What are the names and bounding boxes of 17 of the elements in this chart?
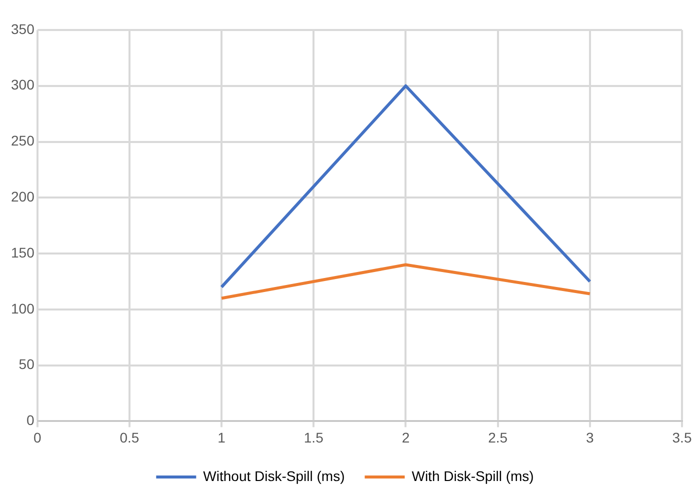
x-tick-label: 2.5 [488,429,508,446]
x-tick-label: 3 [586,429,594,446]
x-tick-label: 2 [402,429,410,446]
y-tick-label: 350 [11,20,35,37]
y-tick-label: 300 [11,76,35,93]
y-tick-label: 100 [11,300,35,316]
y-tick-label: 150 [11,244,35,260]
y-tick-label: 250 [11,132,35,149]
x-tick-label: 3.5 [672,429,692,446]
y-tick-label: 50 [18,356,35,372]
y-tick-label: 0 [26,412,35,428]
x-tick-label: 0.5 [120,429,140,446]
x-tick-label: 1 [218,429,226,446]
legend-label: Without Disk-Spill (ms) [203,468,345,484]
y-tick-label: 200 [11,188,35,205]
x-tick-label: 1.5 [304,429,324,446]
legend-label: With Disk-Spill (ms) [412,468,534,484]
